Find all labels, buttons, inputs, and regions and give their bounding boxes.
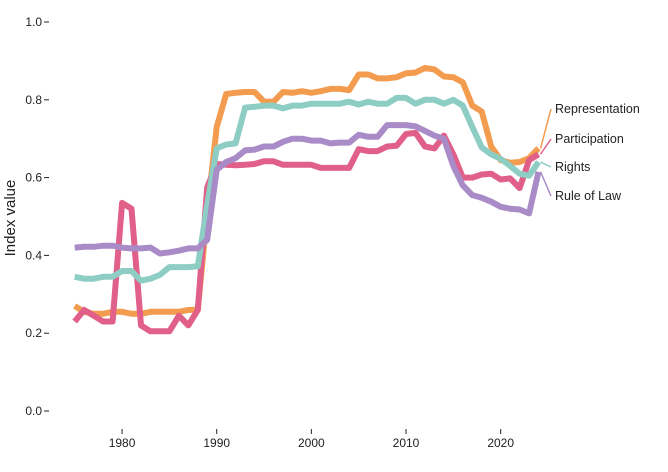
y-tick-label: 0.0 — [25, 404, 42, 418]
series-lines — [72, 64, 542, 335]
series-label-rights: Rights — [555, 160, 590, 174]
series-line-rights — [74, 94, 541, 284]
y-tick-label: 0.8 — [25, 93, 42, 107]
series-line-representation — [73, 64, 541, 317]
leader-line-rule-of-law — [539, 171, 552, 197]
leader-line-rights — [540, 161, 552, 168]
x-tick-label: 2020 — [487, 436, 514, 450]
y-tick-label: 0.6 — [25, 171, 42, 185]
series-labels: Representation Participation Rights Rule of… — [539, 102, 640, 203]
y-tick-label: 1.0 — [25, 15, 42, 29]
x-tick-label: 1980 — [109, 436, 136, 450]
series-label-participation: Participation — [555, 132, 624, 146]
leader-line-participation — [539, 138, 552, 155]
x-tick-label: 2000 — [298, 436, 325, 450]
x-tick-label: 1990 — [203, 436, 230, 450]
leader-line-representation — [539, 108, 552, 149]
y-tick-label: 0.4 — [25, 248, 42, 262]
y-tick-label: 0.2 — [25, 326, 42, 340]
y-axis-title: Index value — [2, 180, 19, 257]
series-label-representation: Representation — [555, 102, 640, 116]
series-line-participation — [72, 129, 541, 335]
series-line-rule-of-law — [74, 122, 542, 257]
y-axis: 0.0 0.2 0.4 0.6 0.8 1.0 — [25, 15, 49, 418]
x-axis: 1980 1990 2000 2010 2020 — [109, 429, 514, 450]
series-label-rule-of-law: Rule of Law — [555, 189, 622, 203]
x-tick-label: 2010 — [393, 436, 420, 450]
